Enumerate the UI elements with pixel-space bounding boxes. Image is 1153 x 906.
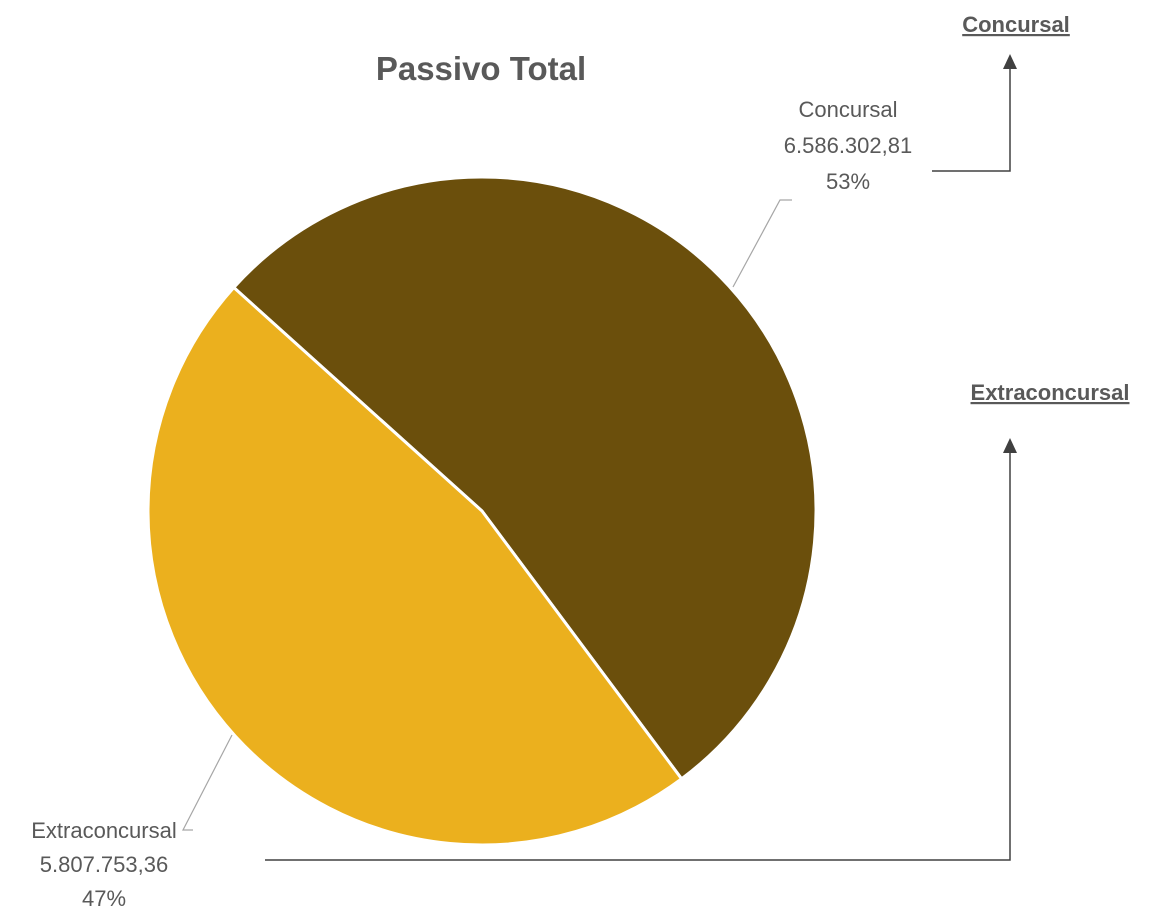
extraconcursal-name-label: Extraconcursal	[31, 818, 177, 843]
extraconcursal-connector-line	[265, 452, 1011, 861]
extraconcursal-percent-label: 47%	[82, 886, 126, 906]
concursal-link[interactable]: Concursal	[962, 12, 1070, 37]
pie-slices	[146, 175, 818, 847]
extraconcursal-leader-line	[182, 734, 233, 831]
concursal-value-label: 6.586.302,81	[784, 133, 912, 158]
chart-title: Passivo Total	[376, 50, 586, 87]
concursal-connector-line	[932, 68, 1011, 172]
concursal-percent-label: 53%	[826, 169, 870, 194]
concursal-leader-line	[732, 199, 792, 288]
extraconcursal-link[interactable]: Extraconcursal	[971, 380, 1130, 405]
pie-slice-extraconcursal	[146, 285, 684, 847]
extraconcursal-value-label: 5.807.753,36	[40, 852, 168, 877]
pie-slice-concursal	[231, 175, 818, 781]
extraconcursal-arrow-icon	[1003, 438, 1017, 453]
concursal-name-label: Concursal	[798, 97, 897, 122]
concursal-arrow-icon	[1003, 54, 1017, 69]
